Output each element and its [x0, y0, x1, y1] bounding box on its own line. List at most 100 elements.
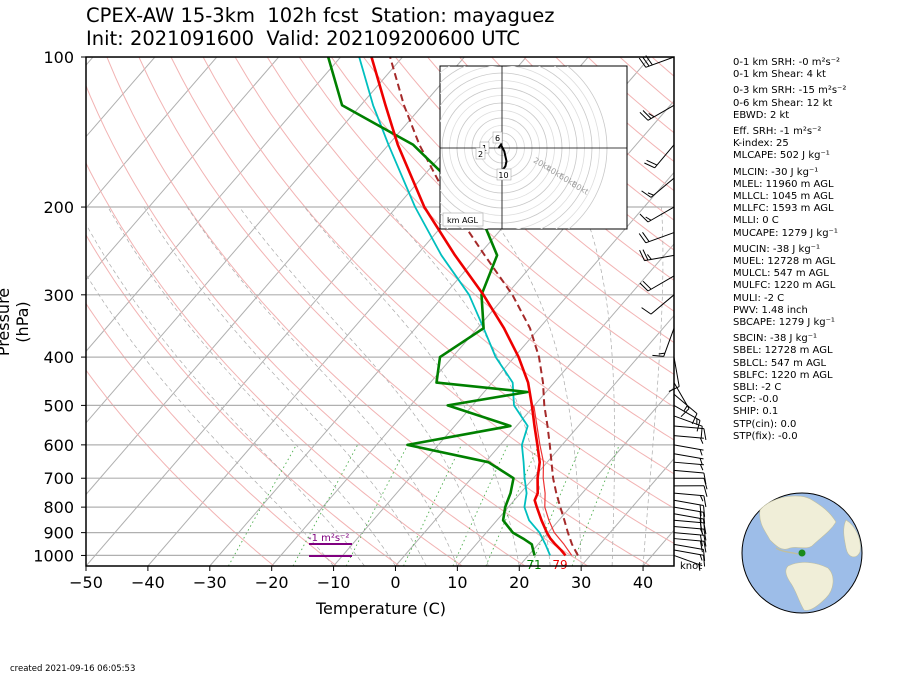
isotherm-line [86, 57, 280, 281]
wind-barb [673, 444, 704, 456]
sounding-index: SHIP: 0.1 [733, 406, 779, 418]
sounding-index: MUCIN: -38 J kg⁻¹ [733, 243, 820, 255]
mixing-ratio-line [452, 444, 509, 566]
x-tick-label: 20 [509, 573, 529, 592]
wind-barb [638, 55, 675, 68]
dry-adiabat-line [234, 57, 674, 475]
x-axis-label: Temperature (C) [315, 599, 447, 618]
dry-adiabat-line [86, 234, 400, 566]
caribbean-islands [775, 547, 799, 555]
wind-barb [673, 415, 703, 438]
wind-barb [673, 477, 708, 490]
wind-barb [673, 506, 706, 524]
dry-adiabat-line [86, 369, 275, 566]
dry-adiabat-line [86, 302, 338, 566]
sounding-index: MULFC: 1220 m AGL [733, 280, 836, 292]
x-tick-label: −30 [193, 573, 227, 592]
dry-adiabat-line [86, 162, 463, 566]
sounding-index: 0-3 km SRH: -15 m²s⁻² [733, 85, 847, 97]
sounding-index: MULI: -2 C [733, 292, 785, 304]
x-tick-label: 40 [633, 573, 653, 592]
dewpoint-line [326, 57, 536, 556]
moist-adiabat-line [86, 273, 334, 566]
wind-barb [673, 435, 704, 444]
sounding-index: MLCIN: -30 J kg⁻¹ [733, 166, 819, 178]
wetbulb-line [358, 57, 551, 556]
wind-barb [673, 393, 698, 425]
isotherm-line [86, 57, 465, 496]
wind-barb [673, 538, 707, 553]
hodograph-height-label: 2 [475, 147, 486, 160]
wind-barb [639, 275, 675, 292]
wind-barb [638, 232, 675, 244]
y-tick-label: 1000 [33, 546, 74, 565]
sounding-index: K-index: 25 [733, 138, 789, 150]
sounding-index: SBLFC: 1220 m AGL [733, 369, 833, 381]
sounding-index: 0-1 km SRH: -0 m²s⁻² [733, 57, 840, 68]
mixing-ratio-line [292, 444, 358, 566]
moist-adiabat-line [186, 206, 458, 566]
wind-barb [673, 513, 706, 531]
moist-adiabat-line [107, 206, 396, 566]
sounding-index: MLLCL: 1045 m AGL [733, 191, 834, 203]
y-tick-label: 800 [43, 498, 74, 517]
y-tick-label: 900 [43, 524, 74, 543]
sounding-index: MULCL: 547 m AGL [733, 268, 829, 280]
wind-barb [673, 543, 706, 561]
sounding-index: MLLFC: 1593 m AGL [733, 203, 834, 215]
wind-barb [673, 469, 707, 485]
dry-adiabat-line [330, 57, 674, 376]
created-timestamp: created 2021-09-16 06:05:53 [10, 664, 136, 674]
sounding-index: SBEL: 12728 m AGL [733, 345, 833, 357]
hodograph-legend: km AGL [447, 216, 479, 225]
sounding-indices-panel: 0-1 km SRH: -0 m²s⁻² 0-1 km Shear: 4 kt 0-… [733, 57, 846, 443]
mixing-ratio-line [403, 444, 462, 566]
x-tick-label: −50 [69, 573, 103, 592]
isotherm-line [580, 457, 674, 566]
chart-title-line-1: CPEX-AW 15-3km 102h fcst Station: mayagu… [86, 4, 555, 27]
chart-title-line-2: Init: 2021091600 Valid: 202109200600 UTC [86, 27, 520, 50]
svg-text:2: 2 [478, 150, 483, 159]
svg-text:10: 10 [498, 171, 508, 180]
wind-barb [639, 249, 675, 262]
y-tick-label: 100 [43, 48, 74, 67]
wind-barb [673, 554, 703, 571]
dry-adiabat-line [363, 57, 674, 344]
surface-dewpoint-label: 71 [526, 558, 541, 572]
isotherm-line [395, 243, 674, 566]
sounding-index: STP(fix): -0.0 [733, 430, 798, 442]
y-tick-label: 700 [43, 469, 74, 488]
x-tick-label: −20 [255, 573, 289, 592]
x-tick-label: −10 [317, 573, 351, 592]
moist-adiabat-line [582, 206, 615, 566]
moist-adiabat-line [239, 206, 489, 566]
dry-adiabat-line [298, 57, 674, 408]
wind-barb [641, 294, 675, 315]
dry-adiabat-line [202, 57, 674, 509]
sounding-index: MUCAPE: 1279 J kg⁻¹ [733, 227, 838, 239]
surface-temp-label: 79 [552, 558, 567, 572]
wind-unit-label: knot [680, 561, 702, 572]
wind-barb [652, 328, 675, 357]
sounding-index: MUEL: 12728 m AGL [733, 256, 836, 268]
moist-adiabat-line [642, 206, 664, 566]
wind-barb [673, 382, 690, 418]
wind-barb [673, 425, 707, 440]
hodograph-frame [439, 65, 628, 230]
mixing-ratio-line [228, 444, 297, 566]
isotherm-line [86, 57, 218, 209]
isotherm-line [86, 57, 94, 66]
isotherm-line [86, 57, 403, 424]
isotherm-line [86, 57, 156, 138]
mixing-ratio-line [345, 444, 409, 566]
moist-adiabat-line [86, 223, 365, 566]
srh-bar-label: -1 m²s⁻² [308, 533, 349, 544]
wind-barb [673, 485, 708, 497]
wind-barb [673, 492, 707, 508]
y-tick-label: 200 [43, 198, 74, 217]
wind-barb [673, 453, 704, 465]
sounding-index: STP(cin): 0.0 [733, 418, 797, 430]
station-marker [798, 549, 806, 557]
north-america-land [759, 495, 837, 550]
